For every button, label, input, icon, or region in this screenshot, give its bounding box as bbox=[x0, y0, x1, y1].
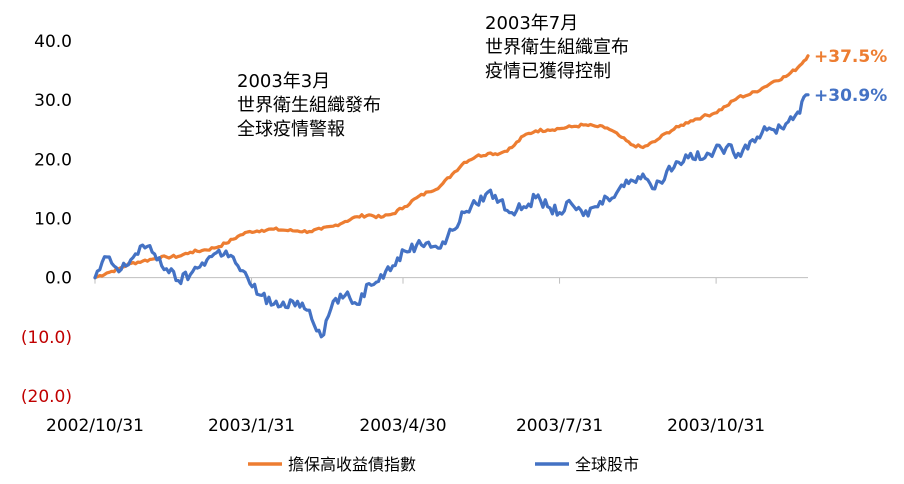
x-tick-label: 2003/7/31 bbox=[516, 416, 603, 436]
series-line-1 bbox=[93, 93, 810, 339]
y-tick-label: (10.0) bbox=[21, 328, 72, 348]
series-line-0 bbox=[93, 54, 810, 280]
x-tick-label: 2002/10/31 bbox=[46, 416, 144, 436]
y-tick-label: 10.0 bbox=[34, 210, 72, 230]
x-tick-label: 2003/1/31 bbox=[208, 416, 295, 436]
annotation-line: 2003年3月 bbox=[237, 71, 330, 92]
y-tick-label: 40.0 bbox=[34, 32, 72, 52]
legend: 擔保高收益債指數 全球股市 bbox=[248, 455, 639, 474]
y-tick-label: 0.0 bbox=[45, 269, 72, 289]
y-tick-label: 20.0 bbox=[34, 150, 72, 170]
series-end-label: +30.9% bbox=[814, 86, 887, 106]
annotation-line: 2003年7月 bbox=[485, 13, 578, 34]
series-lines bbox=[93, 54, 810, 339]
x-tick-label: 2003/10/31 bbox=[667, 416, 765, 436]
y-tick-label: (20.0) bbox=[21, 387, 72, 407]
y-tick-label: 30.0 bbox=[34, 91, 72, 111]
annotation-line: 疫情已獲得控制 bbox=[485, 61, 611, 82]
x-axis-ticks: 2002/10/31 2003/1/31 2003/4/30 2003/7/31 200… bbox=[46, 416, 765, 436]
series-end-label: +37.5% bbox=[814, 47, 887, 67]
annotation-line: 世界衛生組織發布 bbox=[237, 95, 381, 116]
legend-label: 擔保高收益債指數 bbox=[288, 455, 416, 474]
annotation-line: 世界衛生組織宣布 bbox=[485, 37, 629, 58]
legend-label: 全球股市 bbox=[575, 455, 639, 474]
annotation-line: 全球疫情警報 bbox=[237, 119, 345, 140]
x-tick-label: 2003/4/30 bbox=[359, 416, 446, 436]
series-end-labels: +37.5% +30.9% bbox=[814, 47, 887, 106]
y-axis-ticks: 40.0 30.0 20.0 10.0 0.0 (10.0) (20.0) bbox=[21, 32, 72, 407]
